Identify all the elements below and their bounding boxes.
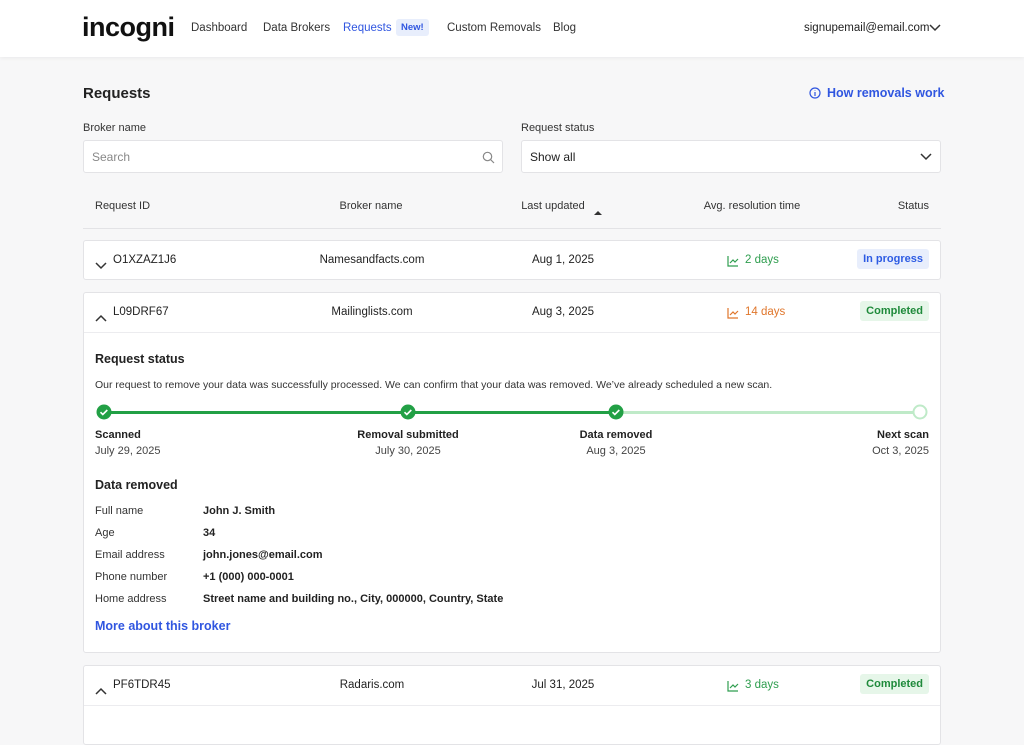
help-link[interactable]: How removals work [827,86,945,100]
nav-link[interactable]: Requests [343,22,392,34]
step-date: Aug 3, 2025 [586,445,646,457]
field-label: Phone number [95,571,168,583]
divider [84,705,940,706]
nav-link[interactable]: Blog [553,22,577,34]
chevron [920,153,932,161]
section-title: Request status [95,352,185,366]
broker-name: Radaris.com [339,679,405,691]
last-updated: Aug 3, 2025 [531,306,595,318]
broker-name: Mailinglists.com [331,306,413,318]
status-badge: In progress [857,249,929,269]
status-badge: Completed [860,674,929,694]
step-date: July 30, 2025 [375,445,441,457]
field-label: Home address [95,593,167,605]
resolution-time: 2 days [745,254,779,266]
trend-icon-svg [727,308,739,319]
request-row[interactable]: L09DRF67 Mailinglists.com Aug 3, 2025 14 da… [83,292,941,653]
trend-icon-svg [727,256,739,267]
placeholder: Search [92,150,131,164]
resolution-time: 14 days [745,306,786,318]
page-title: Requests [83,85,151,102]
nav-link[interactable]: Data Brokers [263,22,331,34]
last-updated: Aug 1, 2025 [531,254,595,266]
field-value: 34 [203,527,216,539]
step-marker [96,404,112,425]
request-id: L09DRF67 [113,306,169,318]
broker-link[interactable]: More about this broker [95,619,231,633]
trend-icon-svg [727,681,739,692]
broker-name: Namesandfacts.com [319,254,425,266]
step-label: Data removed [579,429,653,441]
column-header: Avg. resolution time [703,200,801,212]
status-message: Our request to remove your data was succ… [95,379,773,391]
search-input[interactable]: Search [83,140,503,173]
resolution-time: 3 days [745,679,779,691]
trend-icon [727,679,739,697]
step-marker [912,404,928,425]
divider [84,332,940,333]
field-label: Full name [95,505,144,517]
progress-fill [104,411,616,414]
nav-link[interactable]: Dashboard [191,22,248,34]
column-header[interactable]: Last updated [521,200,585,212]
filter-label: Request status [521,122,595,134]
step-date: July 29, 2025 [95,445,161,457]
request-row[interactable]: O1XZAZ1J6 Namesandfacts.com Aug 1, 2025 2 d… [83,240,941,280]
section-title: Data removed [95,478,178,492]
sort-icon [594,203,602,221]
request-id: PF6TDR45 [113,679,171,691]
expand-chevron [95,682,107,700]
expand-chevron-svg [95,314,107,322]
column-header: Request ID [95,200,151,212]
logo[interactable]: incogni [82,12,175,42]
field-value: +1 (000) 000-0001 [203,571,294,583]
status-badge: Completed [860,301,929,321]
expand-chevron [95,309,107,327]
divider [83,228,941,229]
step-label: Removal submitted [357,429,459,441]
trend-icon [727,306,739,324]
filter-label: Broker name [83,122,146,134]
search-icon [482,151,495,164]
field-label: Email address [95,549,165,561]
step-date: Oct 3, 2025 [872,445,929,457]
expand-chevron [95,257,107,275]
step-marker-svg [912,404,928,420]
expand-chevron-svg [95,687,107,695]
last-updated: Jul 31, 2025 [531,679,595,691]
field-value: John J. Smith [203,505,276,517]
select-value: Show all [530,150,576,164]
step-marker-svg [608,404,624,420]
step-marker [400,404,416,425]
field-label: Age [95,527,115,539]
request-id: O1XZAZ1J6 [113,254,177,266]
step-marker-svg [400,404,416,420]
field-value: Street name and building no., City, 0000… [203,593,504,605]
request-row[interactable]: PF6TDR45 Radaris.com Jul 31, 2025 3 days Com… [83,665,941,745]
header: incogni signupemail@email.com Dashboard D… [0,0,1024,57]
step-label: Scanned [95,429,141,441]
new-badge: New! [396,19,429,36]
step-marker-svg [96,404,112,420]
status-select[interactable]: Show all [521,140,941,173]
chevron [929,24,941,32]
info-icon [809,87,821,99]
nav-link[interactable]: Custom Removals [447,22,541,34]
account-menu[interactable]: signupemail@email.com [804,22,930,34]
step-marker [608,404,624,425]
field-value: john.jones@email.com [203,549,323,561]
step-label: Next scan [877,429,929,441]
trend-icon [727,254,739,272]
column-header: Status [897,200,929,212]
column-header: Broker name [339,200,403,212]
sort-icon-svg [594,211,602,215]
expand-chevron-svg [95,262,107,270]
